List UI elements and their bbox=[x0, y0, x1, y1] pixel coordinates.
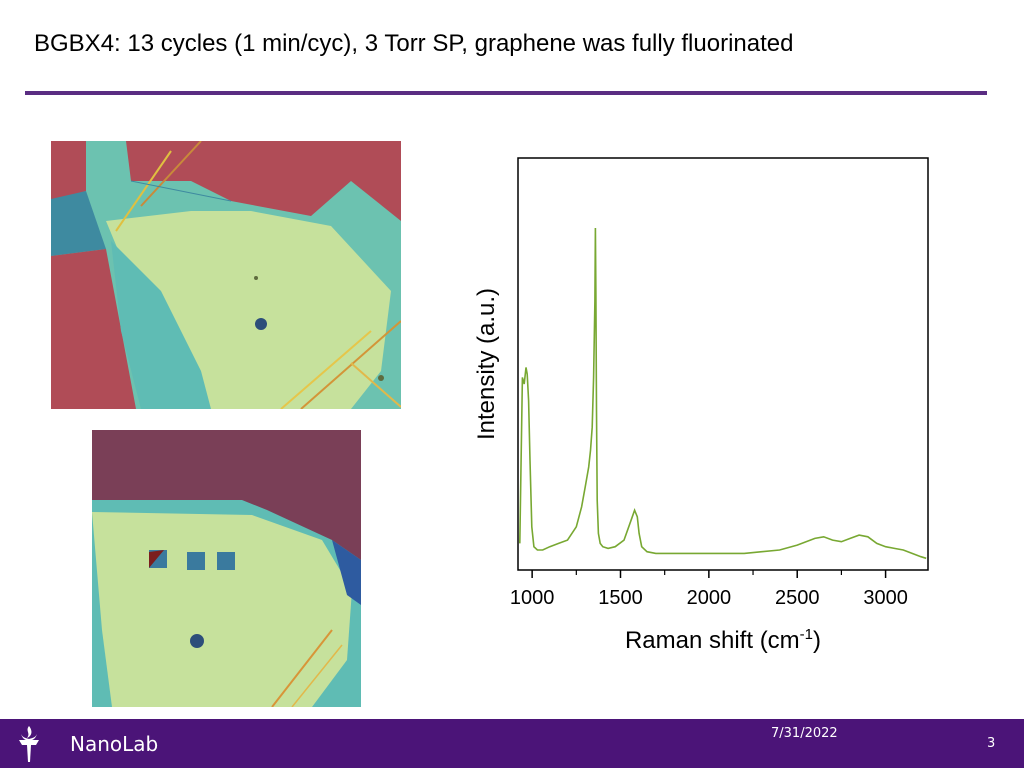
x-tick-label: 2500 bbox=[775, 587, 820, 609]
title-divider bbox=[25, 91, 987, 95]
x-tick-label: 1000 bbox=[510, 587, 555, 609]
x-axis-label-suffix: ) bbox=[813, 627, 821, 654]
x-tick-label: 2000 bbox=[687, 587, 732, 609]
x-axis-label: Raman shift (cm-1) bbox=[625, 626, 821, 654]
x-axis-label-main: Raman shift (cm bbox=[625, 627, 800, 654]
slide-date: 7/31/2022 bbox=[771, 726, 838, 741]
optical-micrograph-1 bbox=[51, 141, 401, 409]
footer-bar: NanoLab 7/31/2022 3 bbox=[0, 719, 1024, 768]
x-axis-label-superscript: -1 bbox=[800, 626, 813, 643]
torch-icon bbox=[16, 724, 42, 764]
plot-frame bbox=[517, 157, 929, 571]
slide-title: BGBX4: 13 cycles (1 min/cyc), 3 Torr SP,… bbox=[34, 30, 794, 57]
x-tick-label: 3000 bbox=[863, 587, 908, 609]
org-name: NanoLab bbox=[70, 732, 159, 756]
series-line bbox=[519, 227, 927, 560]
y-axis-label: Intensity (a.u.) bbox=[473, 288, 500, 440]
raman-spectrum-chart: 1000 1500 2000 2500 3000 Intensity (a.u.) Ra… bbox=[473, 157, 929, 654]
optical-micrograph-2 bbox=[92, 430, 361, 707]
x-tick-label: 1500 bbox=[598, 587, 643, 609]
slide-number: 3 bbox=[987, 736, 996, 751]
